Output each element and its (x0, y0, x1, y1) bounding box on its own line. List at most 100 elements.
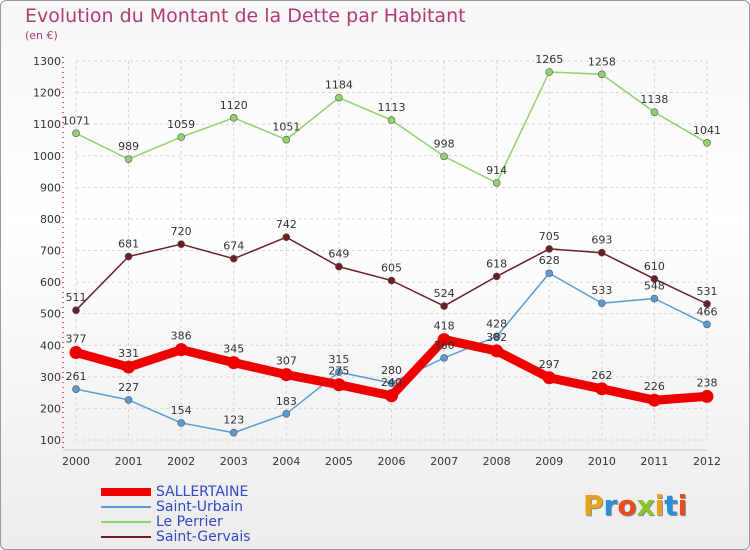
data-point (650, 108, 659, 116)
data-label: 605 (381, 262, 402, 275)
data-label: 511 (66, 291, 87, 304)
data-point (650, 294, 659, 303)
data-label: 998 (434, 137, 455, 150)
data-label: 238 (697, 376, 718, 389)
data-point (598, 70, 606, 79)
data-point (229, 114, 238, 122)
data-label: 533 (591, 284, 612, 297)
data-label: 360 (434, 339, 455, 352)
data-point (387, 276, 396, 285)
data-point (124, 155, 133, 164)
data-point (598, 248, 606, 257)
proxiti-logo: Proxiti (583, 489, 687, 522)
data-label: 262 (591, 369, 612, 382)
data-label: 261 (66, 370, 87, 383)
data-point (542, 371, 556, 385)
y-tick-label: 200 (40, 402, 61, 415)
x-tick-label: 2001 (115, 455, 143, 468)
legend-swatch (101, 521, 151, 523)
data-label: 297 (539, 358, 560, 371)
data-point (227, 356, 241, 370)
data-label: 386 (171, 330, 192, 343)
y-tick-label: 1000 (33, 150, 61, 163)
data-point (545, 245, 554, 253)
y-tick-label: 400 (40, 339, 61, 352)
y-tick-label: 1200 (33, 87, 61, 100)
logo-letter: t (664, 489, 678, 522)
x-tick-label: 2009 (535, 455, 563, 468)
data-point (387, 379, 396, 387)
data-point (387, 116, 396, 124)
data-point (174, 343, 188, 357)
data-label: 275 (328, 365, 349, 378)
logo-letter: i (677, 489, 688, 522)
data-label: 280 (381, 364, 402, 377)
x-tick-label: 2010 (588, 455, 616, 468)
data-label: 123 (223, 414, 244, 427)
data-point (440, 302, 448, 310)
data-point (650, 275, 659, 283)
data-label: 1258 (588, 55, 616, 68)
data-label: 1051 (272, 121, 300, 134)
data-point (492, 332, 501, 341)
data-label: 382 (486, 331, 507, 344)
data-label: 331 (118, 347, 139, 360)
data-point (177, 133, 185, 141)
logo-letter: r (603, 489, 618, 522)
data-label: 681 (118, 238, 139, 251)
x-tick-label: 2002 (167, 455, 195, 468)
data-point (332, 378, 346, 392)
data-point (335, 93, 343, 102)
data-label: 531 (697, 285, 718, 298)
legend-swatch (101, 488, 151, 496)
data-label: 1184 (325, 79, 353, 92)
legend-label: Saint-Urbain (156, 499, 244, 515)
data-point (385, 389, 398, 403)
data-point (124, 252, 133, 261)
x-tick-label: 2011 (640, 455, 668, 468)
data-label: 240 (381, 376, 402, 389)
x-tick-label: 2012 (693, 455, 721, 468)
y-tick-label: 900 (40, 181, 61, 194)
data-point (122, 360, 136, 374)
data-point (545, 269, 554, 278)
data-label: 1138 (640, 93, 668, 106)
data-label: 989 (118, 140, 139, 153)
data-point (229, 254, 238, 263)
logo-letter: i (654, 489, 665, 522)
data-label: 428 (486, 317, 507, 330)
data-label: 1265 (535, 53, 563, 66)
data-point (545, 68, 554, 76)
data-label: 693 (591, 234, 612, 247)
data-label: 914 (486, 164, 507, 177)
data-label: 1113 (378, 101, 406, 114)
data-label: 548 (644, 280, 665, 293)
data-point (703, 139, 711, 147)
data-label: 1120 (220, 99, 248, 112)
data-point (700, 389, 714, 403)
legend-swatch (101, 536, 151, 538)
data-point (72, 129, 80, 138)
legend-item-sallertaine: SALLERTAINE (101, 484, 301, 500)
data-label: 720 (171, 225, 192, 238)
data-point (595, 382, 609, 396)
data-label: 154 (171, 404, 192, 417)
x-tick-label: 2000 (62, 455, 90, 468)
legend-label: Saint-Gervais (156, 529, 251, 545)
legend-label: SALLERTAINE (156, 484, 249, 500)
data-point (335, 262, 343, 271)
y-tick-label: 1300 (33, 55, 61, 68)
data-label: 418 (434, 320, 455, 333)
data-point (124, 396, 133, 404)
data-point (282, 409, 291, 418)
legend-item-saint-gervais: Saint-Gervais (101, 529, 301, 545)
data-point (440, 152, 448, 161)
data-label: 1059 (167, 118, 195, 131)
legend: SALLERTAINE Saint-Urbain Le Perrier Sain… (101, 484, 301, 545)
data-point (177, 240, 185, 248)
y-tick-label: 600 (40, 276, 61, 289)
logo-letter: x (636, 489, 655, 522)
data-point (335, 368, 343, 376)
data-label: 377 (66, 333, 87, 346)
